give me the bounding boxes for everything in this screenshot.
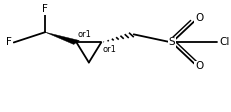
Text: O: O [194,61,202,71]
Text: or1: or1 [77,30,91,39]
Text: Cl: Cl [219,38,229,47]
Text: F: F [6,38,12,47]
Text: S: S [168,38,174,47]
Text: O: O [194,13,202,23]
Text: or1: or1 [102,45,116,54]
Polygon shape [45,32,79,44]
Text: F: F [42,4,48,14]
